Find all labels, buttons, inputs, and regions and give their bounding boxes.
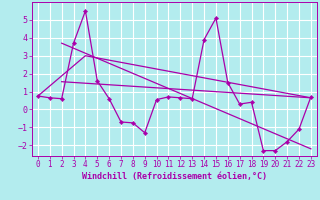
X-axis label: Windchill (Refroidissement éolien,°C): Windchill (Refroidissement éolien,°C) [82,172,267,181]
